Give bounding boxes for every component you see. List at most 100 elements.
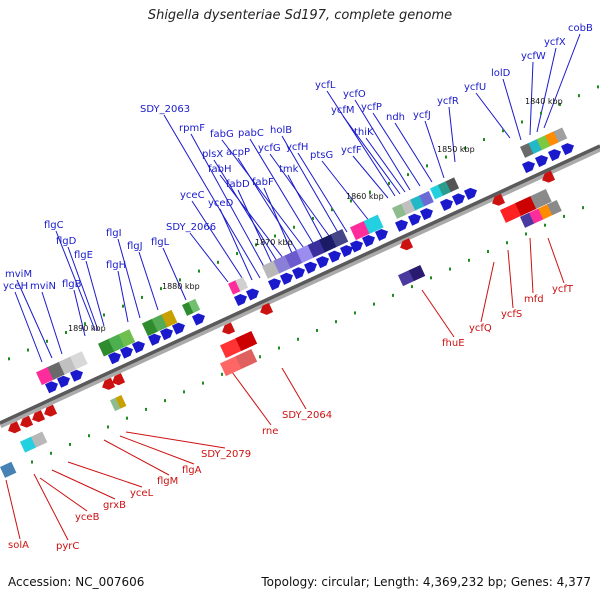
forward-gene-arrow [280,272,293,285]
leader-line-sdy_2064 [281,367,307,410]
gene-label-ycfo: ycfO [343,89,366,100]
forward-gene-arrow [408,213,421,226]
leader-line-pyrc [33,473,69,541]
forward-gene-arrow [234,294,247,307]
block-ycfS-region [520,199,562,228]
gene-arrows [8,143,574,434]
reverse-gene-arrow [542,170,556,183]
page-title: Shigella dysenteriae Sd197, complete gen… [147,8,453,23]
genome-stats-text: Topology: circular; Length: 4,369,232 bp… [261,575,591,589]
forward-gene-arrow [160,328,173,341]
block-segment [0,461,17,478]
tick-mark [559,102,561,106]
forward-gene-arrow [304,261,317,274]
forward-gene-arrow [132,341,145,354]
block-segment [118,329,136,347]
leader-line-ycfs [507,249,514,309]
forward-gene-arrow [280,272,293,285]
block-segment [350,220,370,241]
block-ptsG-region [350,214,384,241]
block-segment [30,431,48,448]
tick-mark [316,328,318,332]
reverse-gene-arrow [222,322,236,335]
gene-label-ndh: ndh [386,112,405,123]
tick-mark [487,250,489,254]
gene-label-sdy_2079: SDY_2079 [201,449,251,460]
gene-label-yceb: yceB [75,512,100,523]
forward-gene-arrow [148,333,161,346]
forward-gene-arrow [522,161,535,174]
forward-gene-arrow [70,369,83,382]
kbp-label: 1880 kbp [162,282,200,291]
forward-gene-arrow [548,149,561,162]
leader-line-flga [119,435,195,465]
block-flgI-region [142,309,178,337]
leader-line-ycfp [372,112,421,187]
tick-marks [8,85,599,473]
tick-mark [468,258,470,262]
reverse-gene-arrow [102,377,116,390]
tick-mark [388,181,390,185]
tick-mark [411,285,413,289]
tick-mark [183,390,185,394]
leader-line-yced [219,208,253,281]
leader-line-rne [231,371,272,426]
forward-gene-arrow [340,245,353,258]
leader-line-fabf [263,187,295,259]
reverse-gene-arrow [8,421,22,434]
leader-line-thik [365,137,406,193]
forward-gene-arrow [375,228,388,241]
gene-label-ycfq: ycfQ [469,323,492,334]
leader-line-flgb [73,289,86,337]
accession-text: Accession: NC_007606 [8,575,145,589]
block-segment [547,199,562,216]
leader-line-ycft [547,237,565,284]
forward-gene-arrow [440,198,453,211]
block-rne-region [219,330,258,359]
block-segment [398,270,415,287]
tick-mark [578,94,580,98]
tick-mark [141,295,143,299]
gene-label-ycfs: ycfS [501,309,522,320]
block-segment [235,276,249,292]
gene-label-ptsg: ptsG [310,150,333,161]
forward-gene-arrow [561,143,574,156]
tick-mark [31,460,33,464]
forward-gene-arrow [234,294,247,307]
reverse-gene-arrow [20,415,34,428]
gene-label-ycfx: ycfX [544,37,566,48]
tick-mark [221,372,223,376]
tick-mark [160,287,162,291]
forward-gene-arrow [292,267,305,280]
leader-line-cobb [543,33,581,129]
tick-mark [107,425,109,429]
tick-mark [255,243,257,247]
forward-gene-arrow [120,346,133,359]
block-segment [330,228,349,248]
block-segment [408,264,426,282]
leader-line-flge [85,260,105,327]
gene-label-fhue: fhuE [442,338,465,349]
gene-label-flgc: flgC [44,220,64,231]
tick-mark [582,206,584,210]
tick-mark [164,399,166,403]
gene-label-lold: lolD [491,68,511,79]
forward-gene-arrow [440,198,453,211]
gene-label-cobb: cobB [568,23,593,34]
kbp-label: 1890 kbp [68,324,106,333]
block-segment [47,361,66,380]
leader-line-acpp [237,157,301,257]
gene-label-rpmf: rpmF [179,123,205,134]
gene-label-mvin: mviN [30,281,56,292]
block-fab-region [262,228,349,279]
forward-gene-arrow [464,187,477,200]
leader-line-ycfo [354,99,411,191]
tick-mark [122,304,124,308]
leader-line-sola [5,479,21,540]
leader-line-fabh [219,174,287,263]
forward-gene-arrow [362,234,375,247]
tick-mark [331,208,333,212]
block-segment [296,244,314,263]
